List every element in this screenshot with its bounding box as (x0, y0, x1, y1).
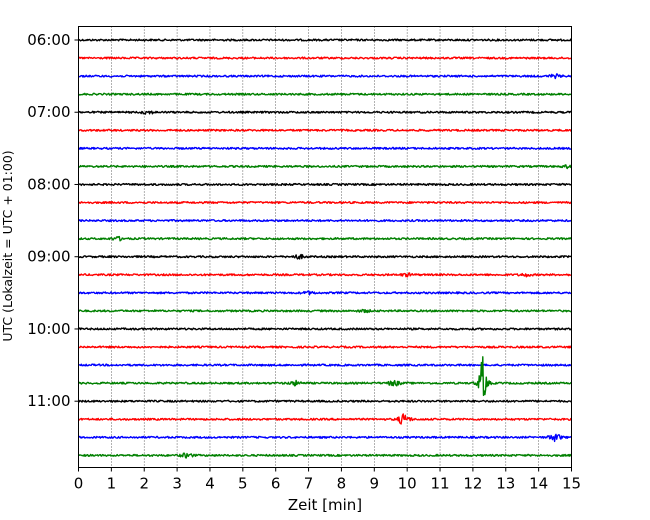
x-tick-label: 11 (430, 475, 449, 493)
x-tick-label: 12 (463, 475, 482, 493)
trace-line (78, 345, 572, 349)
x-tick-label: 3 (172, 475, 182, 493)
plot-frame (78, 26, 572, 468)
trace-line (77, 200, 572, 205)
trace-line (78, 164, 572, 170)
trace-line (78, 452, 573, 459)
y-axis: 06:00 07:00 08:00 09:00 10:00 11:00 (27, 31, 79, 410)
y-tick-label: 08:00 (27, 175, 70, 193)
y-tick-label: 07:00 (27, 103, 70, 121)
trace-line (78, 363, 572, 367)
trace-line (78, 146, 572, 150)
y-axis-label: UTC (Lokalzeit = UTC + 01:00) (0, 150, 15, 341)
x-tick-label: 10 (398, 475, 417, 493)
trace-line (77, 128, 572, 132)
y-tick-label: 06:00 (27, 31, 70, 49)
trace-line (78, 272, 572, 278)
trace-line (77, 327, 572, 331)
x-tick-label: 9 (370, 475, 380, 493)
x-tick-label: 7 (304, 475, 314, 493)
trace-line (78, 56, 573, 60)
trace-line (78, 399, 572, 403)
x-tick-label: 1 (107, 475, 117, 493)
x-tick-label: 0 (74, 475, 84, 493)
trace-line (78, 73, 573, 80)
trace-line (78, 290, 572, 296)
trace-line (77, 182, 572, 187)
y-tick-label: 10:00 (27, 320, 70, 338)
trace-line (78, 308, 572, 314)
x-tick-label: 15 (562, 475, 581, 493)
seismic-traces (77, 38, 573, 459)
trace-line (78, 110, 573, 115)
x-tick-label: 6 (271, 475, 281, 493)
x-tick-label: 5 (238, 475, 248, 493)
trace-line (78, 356, 572, 397)
trace-line (78, 413, 573, 425)
x-tick-label: 14 (529, 475, 548, 493)
x-tick-label: 8 (337, 475, 347, 493)
trace-line (77, 433, 572, 443)
y-tick-label: 11:00 (27, 392, 70, 410)
x-axis-label: Zeit [min] (288, 496, 362, 514)
trace-line (78, 235, 573, 242)
trace-line (78, 92, 572, 96)
x-tick-label: 13 (496, 475, 515, 493)
trace-line (78, 219, 573, 223)
y-tick-label: 09:00 (27, 248, 70, 266)
x-tick-label: 4 (205, 475, 215, 493)
trace-line (78, 38, 572, 42)
trace-line (77, 253, 572, 260)
x-axis: 0 1 2 3 4 5 6 7 8 9 10 11 12 13 14 15 (74, 467, 581, 493)
x-tick-label: 2 (139, 475, 149, 493)
